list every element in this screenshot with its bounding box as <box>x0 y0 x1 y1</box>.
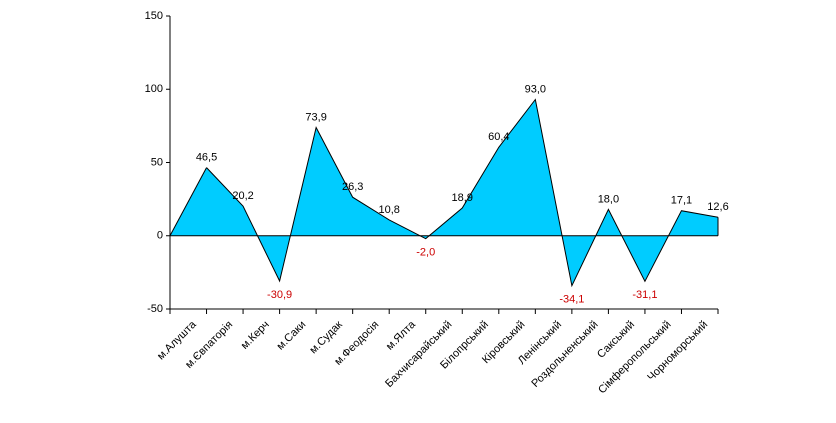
y-tick-label: 50 <box>151 156 163 168</box>
area-line <box>206 98 719 288</box>
value-label: -2,0 <box>416 247 435 259</box>
x-tick-label: Роздольненський <box>529 319 600 390</box>
y-tick-label: -50 <box>147 303 163 315</box>
x-tick-label: Бахчисарайський <box>383 319 454 390</box>
x-tick-label: м.Саки <box>275 319 309 353</box>
value-label: 12,6 <box>707 201 728 213</box>
x-tick-label: м.Судак <box>307 319 345 357</box>
value-label: -31,1 <box>632 289 657 301</box>
area-edge <box>169 167 207 236</box>
value-label: 93,0 <box>525 83 546 95</box>
value-label: 17,1 <box>671 195 692 207</box>
value-label: -30,9 <box>267 289 292 301</box>
y-tick-label: 100 <box>145 83 163 95</box>
value-label: 46,5 <box>196 152 217 164</box>
y-tick-label: 150 <box>145 10 163 22</box>
value-label: 73,9 <box>305 111 326 123</box>
value-label: 26,3 <box>342 181 363 193</box>
value-label: -34,1 <box>559 294 584 306</box>
value-label: 60,4 <box>488 131 509 143</box>
area-fill <box>170 99 718 286</box>
x-tick-label: м.Керч <box>239 319 272 352</box>
x-tick-label: м.Ялта <box>384 318 419 353</box>
value-label: 20,2 <box>232 190 253 202</box>
value-label: 18,0 <box>598 193 619 205</box>
y-tick-label: 0 <box>157 230 163 242</box>
value-label: 10,8 <box>378 204 399 216</box>
value-label: 18,9 <box>452 192 473 204</box>
